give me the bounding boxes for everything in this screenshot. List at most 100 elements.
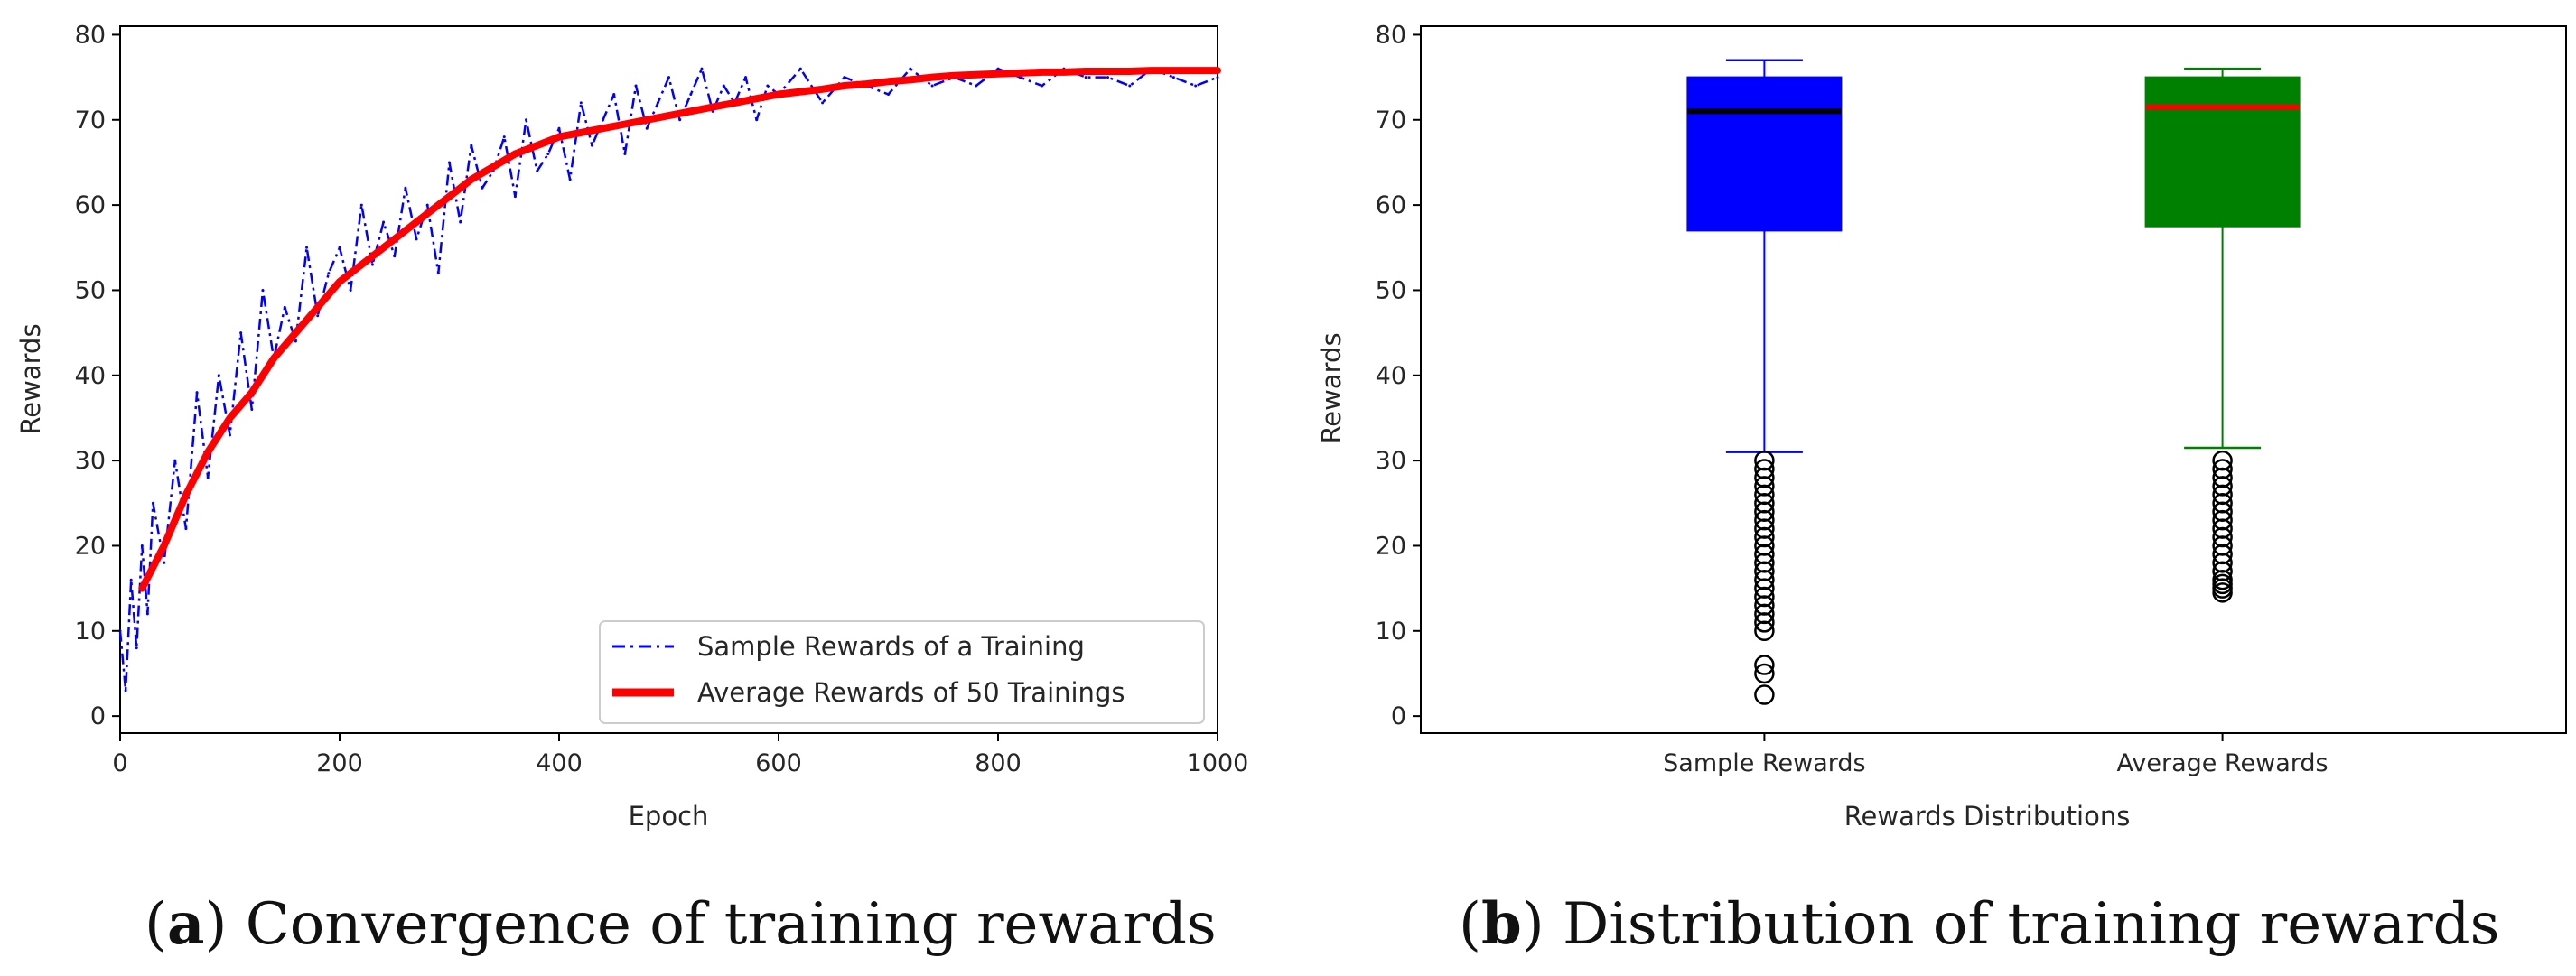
panel-a-x-axis-label: Epoch: [629, 801, 709, 832]
average-reward-point: [556, 134, 562, 140]
average-reward-point: [841, 83, 847, 89]
sample-reward-point: [513, 195, 517, 199]
sample-reward-point: [425, 203, 429, 207]
sample-reward-point: [602, 118, 605, 122]
x-tick-label: 1000: [1187, 749, 1249, 777]
average-reward-point: [1171, 68, 1177, 74]
legend-label-sample: Sample Rewards of a Training: [697, 631, 1085, 662]
caption-letter-a: a: [167, 890, 204, 958]
box-group-average: [2144, 67, 2301, 603]
average-reward-point: [446, 193, 453, 200]
average-reward-point: [402, 228, 408, 234]
sample-reward-point: [459, 220, 462, 224]
average-reward-point: [973, 71, 979, 78]
sample-reward-point: [975, 84, 978, 88]
average-reward-point: [798, 88, 804, 95]
sample-reward-point: [393, 255, 397, 258]
average-reward-point: [732, 99, 738, 106]
x-tick-label: 400: [536, 749, 583, 777]
sample-reward-point: [909, 67, 912, 70]
sample-reward-point: [481, 186, 484, 190]
sample-reward-point: [689, 92, 693, 96]
box-group-sample: [1686, 59, 1843, 705]
average-reward-point: [139, 585, 145, 591]
sample-reward-point: [229, 433, 231, 437]
y-tick-label: 20: [1376, 532, 1406, 560]
y-tick-label: 70: [75, 107, 106, 135]
caption-text-a: Convergence of training rewards: [246, 891, 1217, 958]
sample-reward-point: [436, 272, 440, 275]
sample-reward-point: [305, 246, 309, 249]
average-reward-point: [666, 113, 672, 119]
average-reward-point: [271, 355, 277, 361]
sample-reward-point: [798, 67, 802, 70]
sample-reward-point: [755, 118, 759, 122]
sample-reward-point: [404, 186, 407, 190]
caption-letter-b: b: [1481, 890, 1522, 958]
average-reward-point: [776, 91, 781, 98]
average-reward-point: [314, 304, 321, 311]
series-line-sample-rewards: [118, 67, 1218, 692]
average-reward-point: [490, 163, 497, 170]
sample-reward-point: [722, 84, 725, 88]
panel-a-convergence-chart: 0 200 400 600 800 1000 0 10 20 30 40 50 60 70 80 Epoc…: [15, 21, 1248, 958]
sample-reward-point: [163, 561, 166, 564]
outlier-point: [1754, 663, 1775, 684]
average-reward-point: [161, 543, 167, 549]
sample-reward-point: [140, 544, 144, 547]
y-tick-label: 60: [1376, 191, 1406, 219]
sample-reward-point: [129, 578, 133, 581]
sample-reward-point: [1041, 84, 1044, 88]
sample-reward-point: [173, 459, 177, 462]
sample-reward-point: [151, 501, 154, 505]
y-tick-label: 30: [1376, 447, 1406, 475]
caption-text-b: Distribution of training rewards: [1563, 891, 2499, 958]
average-reward-point: [753, 96, 760, 102]
sample-reward-point: [887, 92, 890, 96]
sample-reward-point: [612, 92, 616, 96]
average-reward-point: [907, 77, 913, 83]
sample-reward-point: [195, 391, 199, 395]
average-reward-point: [512, 151, 518, 157]
average-reward-point: [293, 330, 299, 336]
sample-reward-point: [283, 305, 286, 309]
sample-reward-point: [1216, 76, 1219, 79]
y-tick-label: 40: [1376, 362, 1406, 390]
sample-reward-point: [821, 101, 825, 105]
x-tick-label: 600: [755, 749, 802, 777]
average-reward-point: [621, 121, 628, 127]
average-reward-point: [600, 125, 606, 132]
average-reward-point: [578, 129, 584, 135]
sample-reward-point: [634, 84, 638, 88]
sample-reward-point: [557, 126, 561, 130]
x-tick-label: 0: [112, 749, 127, 777]
average-reward-point: [863, 81, 870, 88]
series-line-average-rewards: [138, 67, 1221, 592]
average-reward-point: [687, 108, 694, 115]
sample-reward-point: [1128, 84, 1132, 88]
panel-b-box-plot: Sample Rewards Average Rewards 0 10 20 30 40 5…: [1316, 21, 2567, 958]
y-tick-label: 50: [1376, 276, 1406, 304]
average-reward-point: [1192, 68, 1199, 74]
y-tick-label: 50: [75, 276, 106, 304]
panel-a-plot-frame: [119, 25, 1218, 734]
average-reward-point: [248, 389, 255, 395]
average-reward-point: [468, 176, 474, 182]
x-tick-label: 200: [316, 749, 363, 777]
y-tick-label: 30: [75, 447, 106, 475]
sample-reward-point: [1084, 76, 1087, 79]
outlier-point: [1754, 655, 1775, 675]
sample-reward-point: [382, 220, 386, 224]
panel-a-y-axis-label: Rewards: [15, 323, 46, 434]
sample-reward-point: [667, 76, 670, 79]
outlier-point: [1754, 620, 1775, 642]
average-reward-point: [885, 79, 891, 85]
sample-reward-point: [250, 408, 254, 412]
caption-paren-open: (: [1459, 891, 1481, 958]
average-reward-point: [425, 210, 431, 217]
average-reward-point: [182, 491, 189, 497]
panel-b-x-axis-label: Rewards Distributions: [1844, 801, 2131, 832]
sample-reward-point: [338, 246, 341, 249]
x-tick-label: Average Rewards: [2117, 749, 2329, 777]
sample-reward-point: [843, 76, 846, 79]
